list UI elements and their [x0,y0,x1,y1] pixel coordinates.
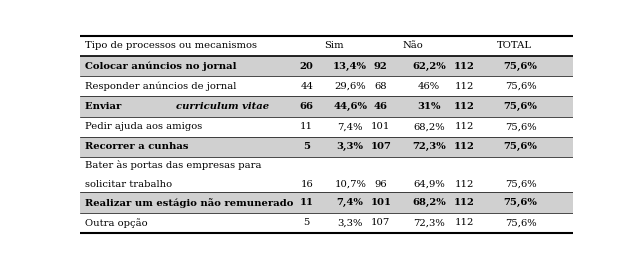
Text: curriculum vitae: curriculum vitae [176,102,269,111]
Bar [80,192,573,213]
Bar [80,96,573,117]
Text: 107: 107 [371,218,390,227]
Text: 101: 101 [371,122,390,131]
Text: 66: 66 [300,102,313,111]
Text: Bater às portas das empresas para: Bater às portas das empresas para [85,160,261,170]
Text: 75,6%: 75,6% [503,102,538,111]
Text: 3,3%: 3,3% [338,218,363,227]
Text: 112: 112 [455,82,475,91]
Text: Outra opção: Outra opção [85,218,147,228]
Text: Realizar um estágio não remunerado: Realizar um estágio não remunerado [85,198,293,208]
Bar [80,76,573,96]
Text: Sim: Sim [324,41,344,50]
Text: 13,4%: 13,4% [333,62,367,70]
Text: 11: 11 [300,198,313,207]
Text: 11: 11 [300,122,313,131]
Text: Colocar anúncios no jornal: Colocar anúncios no jornal [85,61,236,71]
Text: 10,7%: 10,7% [334,180,366,189]
Text: 75,6%: 75,6% [505,180,536,189]
Bar [80,137,573,157]
Text: 96: 96 [375,180,387,189]
Text: 112: 112 [454,102,475,111]
Text: 68,2%: 68,2% [413,122,445,131]
Text: 75,6%: 75,6% [505,82,536,91]
Text: Responder anúncios de jornal: Responder anúncios de jornal [85,82,236,91]
Text: 112: 112 [454,62,475,70]
Text: 92: 92 [374,62,388,70]
Text: 112: 112 [455,218,475,227]
Text: 75,6%: 75,6% [505,122,536,131]
Text: 7,4%: 7,4% [338,122,363,131]
Bar [80,213,573,233]
Text: 112: 112 [454,143,475,152]
Text: 75,6%: 75,6% [505,218,536,227]
Text: Recorrer a cunhas: Recorrer a cunhas [85,143,188,152]
Bar [80,56,573,76]
Text: 46: 46 [374,102,388,111]
Text: 44: 44 [300,82,313,91]
Text: 31%: 31% [417,102,441,111]
Text: 5: 5 [303,143,310,152]
Text: TOTAL: TOTAL [497,41,531,50]
Text: 75,6%: 75,6% [503,143,538,152]
Text: 112: 112 [455,180,475,189]
Bar [80,117,573,137]
Text: 5: 5 [303,218,310,227]
Text: Não: Não [403,41,423,50]
Text: 16: 16 [300,180,313,189]
Text: 46%: 46% [418,82,440,91]
Text: 29,6%: 29,6% [334,82,366,91]
Text: 7,4%: 7,4% [337,198,364,207]
Text: 64,9%: 64,9% [413,180,445,189]
Text: 68,2%: 68,2% [412,198,446,207]
Text: 72,3%: 72,3% [413,218,445,227]
Text: 101: 101 [370,198,391,207]
Text: 62,2%: 62,2% [412,62,446,70]
Text: 44,6%: 44,6% [333,102,367,111]
Bar [80,157,573,192]
Text: 75,6%: 75,6% [503,62,538,70]
Text: Enviar: Enviar [85,102,124,111]
Text: 112: 112 [454,198,475,207]
Bar [80,36,573,56]
Text: 68: 68 [375,82,387,91]
Text: 3,3%: 3,3% [337,143,364,152]
Text: 107: 107 [370,143,391,152]
Text: 20: 20 [300,62,313,70]
Text: solicitar trabalho: solicitar trabalho [85,180,172,189]
Text: Pedir ajuda aos amigos: Pedir ajuda aos amigos [85,122,202,131]
Text: 72,3%: 72,3% [412,143,446,152]
Text: Tipo de processos ou mecanismos: Tipo de processos ou mecanismos [85,41,257,50]
Text: 112: 112 [455,122,475,131]
Text: 75,6%: 75,6% [503,198,538,207]
